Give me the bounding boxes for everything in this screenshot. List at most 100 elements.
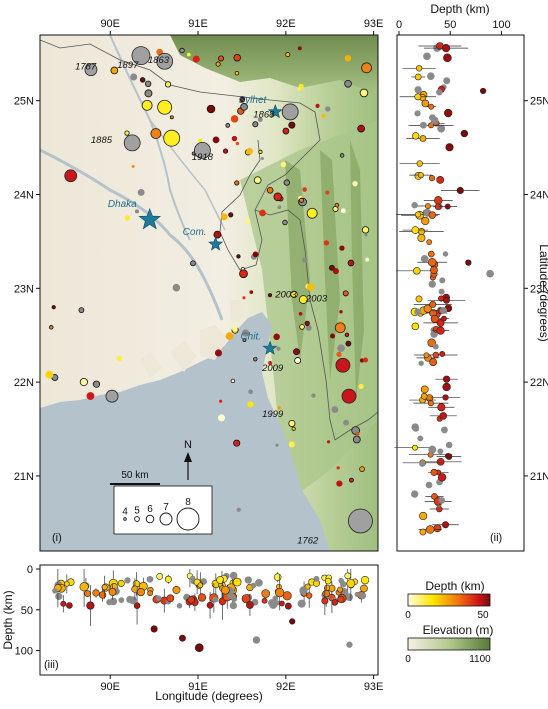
depth-event-marker [106,599,113,606]
depth-event-marker [442,251,449,257]
depth-event-marker [194,643,204,653]
earthquake-marker [332,268,339,275]
depth-event-marker [108,588,117,596]
earthquake-marker [231,135,238,142]
event-year-label: 1762 [297,535,319,546]
depth-event-marker [324,577,332,585]
depth-event-marker [436,457,445,466]
depth-event-marker [411,226,420,234]
depth-event-marker [437,473,447,482]
depth-event-marker [176,602,183,609]
earthquake-marker [277,205,282,210]
earthquake-marker [282,219,288,226]
earthquake-marker [164,81,172,88]
earthquake-marker [339,153,345,158]
earthquake-marker [363,357,368,363]
map-lat-tick-label: 21N [14,471,34,483]
map-lon-tick-label: 93E [364,18,384,30]
depth-event-marker [232,577,242,587]
depth-event-marker [146,575,154,583]
earthquake-marker [339,310,343,314]
magnitude-legend-label: 5 [134,506,140,517]
depth-event-marker [419,511,428,521]
depth-event-marker [432,351,440,359]
earthquake-marker [282,127,290,135]
depth-event-marker [416,160,423,167]
map-events [45,46,373,534]
longitude-tick-label: 92E [276,681,296,693]
depth-event-marker [429,114,436,121]
depth-event-marker [273,573,282,581]
depth-event-marker [150,625,158,633]
depth-event-marker [338,577,344,584]
latitude-tick-label: 25N [530,96,548,108]
earthquake-marker [304,320,310,327]
latitude-tick-label: 23N [530,283,548,295]
depth-event-marker [60,600,67,607]
major-earthquake-marker [335,357,351,373]
depth-axis-label: Depth (km) [1,590,15,649]
magnitude-legend-label: 7 [163,502,169,513]
earthquake-marker [131,164,135,168]
city-star-icon [138,207,162,230]
depth-event-marker [156,573,164,580]
depth-event-marker [229,571,238,580]
depth-event-marker [419,135,427,142]
depth-event-marker [430,314,439,323]
earthquake-marker [215,61,221,67]
earthquake-marker [267,293,273,298]
earthquake-marker [51,305,56,310]
magnitude-legend-circle [176,507,200,531]
depth-event-marker [360,576,370,585]
longitude-tick-label: 90E [100,681,120,693]
depth-event-marker [443,77,451,85]
depth-event-marker [479,87,487,95]
event-year-label: 2009 [261,363,284,374]
earthquake-marker [277,406,281,410]
depth-event-marker [413,267,421,275]
earthquake-marker [249,290,254,294]
earthquake-marker [206,104,216,114]
depth-event-marker [420,385,429,394]
earthquake-marker [334,202,340,208]
earthquake-marker [234,71,240,76]
depth-event-marker [414,110,421,117]
earthquake-marker [110,66,119,75]
earthquake-marker [225,332,234,341]
earthquake-marker [328,264,335,271]
depth-event-marker [428,250,435,258]
depth-event-marker [241,594,251,604]
depth-event-marker [52,588,58,594]
depth-event-marker [155,595,162,601]
earthquake-marker [217,414,226,422]
depth-event-marker [130,599,136,605]
longitude-tick-label: 93E [364,681,384,693]
depth-event-marker [250,582,257,589]
earthquake-marker [273,192,283,202]
depth-event-marker [428,122,434,129]
earthquake-marker [241,329,250,337]
scale-bar-label: 50 km [121,470,148,481]
earthquake-marker [339,245,345,251]
depth-axis-tick-label: 50 [21,605,33,617]
magnitude-legend-circle [123,517,127,521]
latitude-tick-label: 24N [530,189,548,201]
depth-colorbar-max: 50 [477,610,489,621]
earthquake-marker [348,477,354,483]
earthquake-marker [225,123,231,128]
depth-event-marker [427,257,437,267]
depth-event-marker [436,505,443,513]
depth-event-marker [415,65,423,72]
major-earthquake-marker [131,46,151,66]
depth-event-marker [346,579,356,588]
earthquake-marker [337,344,345,353]
depth-event-marker [166,594,175,603]
map-lon-tick-label: 91E [188,18,208,30]
earthquake-marker [230,115,239,123]
earthquake-marker [273,333,280,341]
depth-event-marker [427,400,434,407]
earthquake-marker [252,251,259,258]
earthquake-marker [291,426,296,431]
depth-event-marker [252,636,261,644]
earthquake-marker [219,399,223,403]
